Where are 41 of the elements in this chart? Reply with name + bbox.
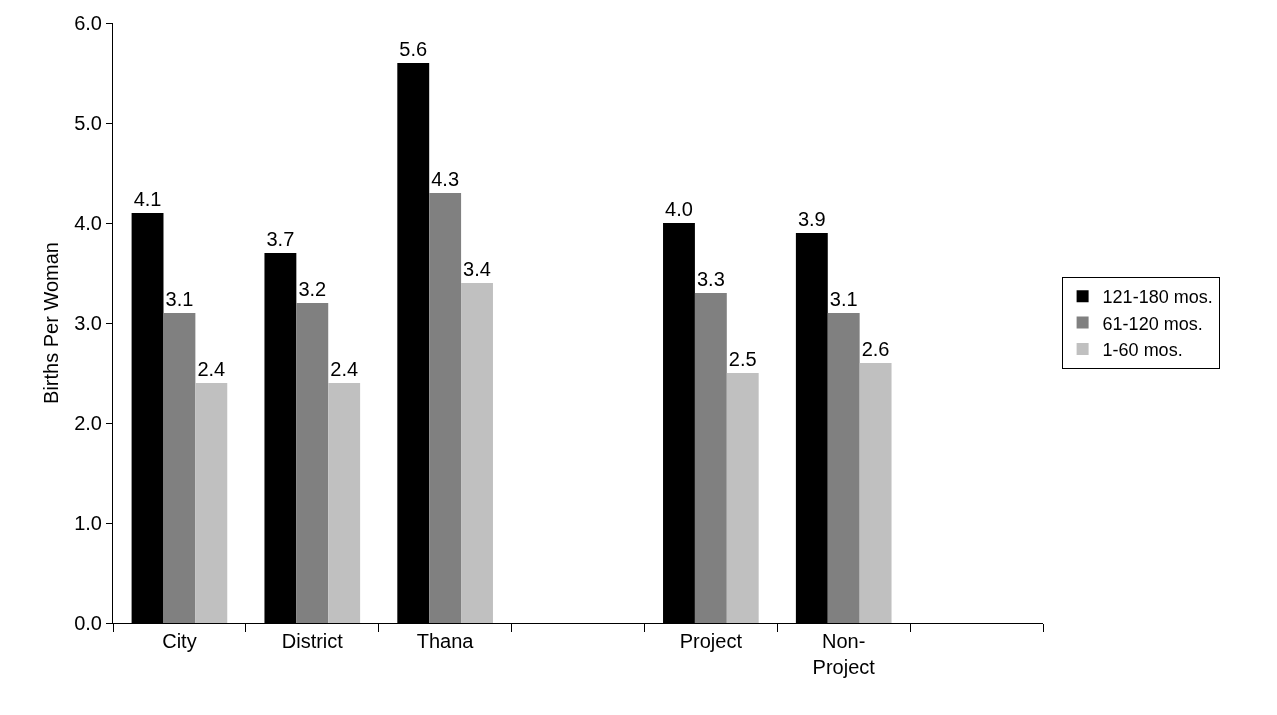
data-label: 3.2	[298, 278, 327, 300]
bar	[726, 373, 759, 623]
data-label: 4.0	[665, 198, 693, 220]
y-tick-label: 5.0	[74, 112, 102, 134]
data-label: 3.3	[696, 268, 725, 290]
x-tick-label: Non- Project	[812, 630, 876, 678]
y-axis-title: Births Per Woman	[39, 242, 62, 404]
x-tick-label: District	[281, 630, 344, 652]
y-tick-label: 1.0	[74, 512, 102, 534]
legend-label: 1-60 mos.	[1102, 340, 1183, 361]
y-tick-label: 3.0	[74, 312, 102, 334]
bar	[163, 313, 196, 623]
bar	[328, 383, 361, 623]
legend-label: 121-180 mos.	[1102, 287, 1213, 308]
x-tick-label: Project	[679, 630, 743, 652]
y-tick-label: 0.0	[74, 612, 102, 634]
data-label: 4.1	[133, 188, 162, 210]
y-tick-label: 4.0	[74, 212, 102, 234]
data-label: 4.3	[431, 168, 460, 190]
x-tick-label: City	[162, 630, 197, 652]
bar	[296, 303, 329, 623]
data-label: 5.6	[399, 38, 428, 60]
data-label: 3.7	[266, 228, 295, 250]
y-tick-label: 2.0	[74, 412, 102, 434]
bar	[694, 293, 727, 623]
bar	[195, 383, 228, 623]
data-label: 3.9	[797, 208, 826, 230]
bar	[827, 313, 860, 623]
data-label: 2.5	[728, 348, 757, 370]
data-label: 3.1	[165, 288, 194, 310]
x-tick-label: Thana	[416, 630, 475, 652]
bar	[461, 283, 493, 623]
y-tick-label: 6.0	[74, 12, 102, 34]
data-label: 2.4	[330, 358, 359, 380]
data-label: 2.6	[861, 338, 890, 360]
bar	[859, 363, 892, 623]
legend-label: 61-120 mos.	[1102, 313, 1203, 334]
data-label: 3.1	[829, 288, 858, 310]
data-label: 3.4	[463, 258, 491, 280]
data-label: 2.4	[197, 358, 226, 380]
bar	[429, 193, 462, 623]
